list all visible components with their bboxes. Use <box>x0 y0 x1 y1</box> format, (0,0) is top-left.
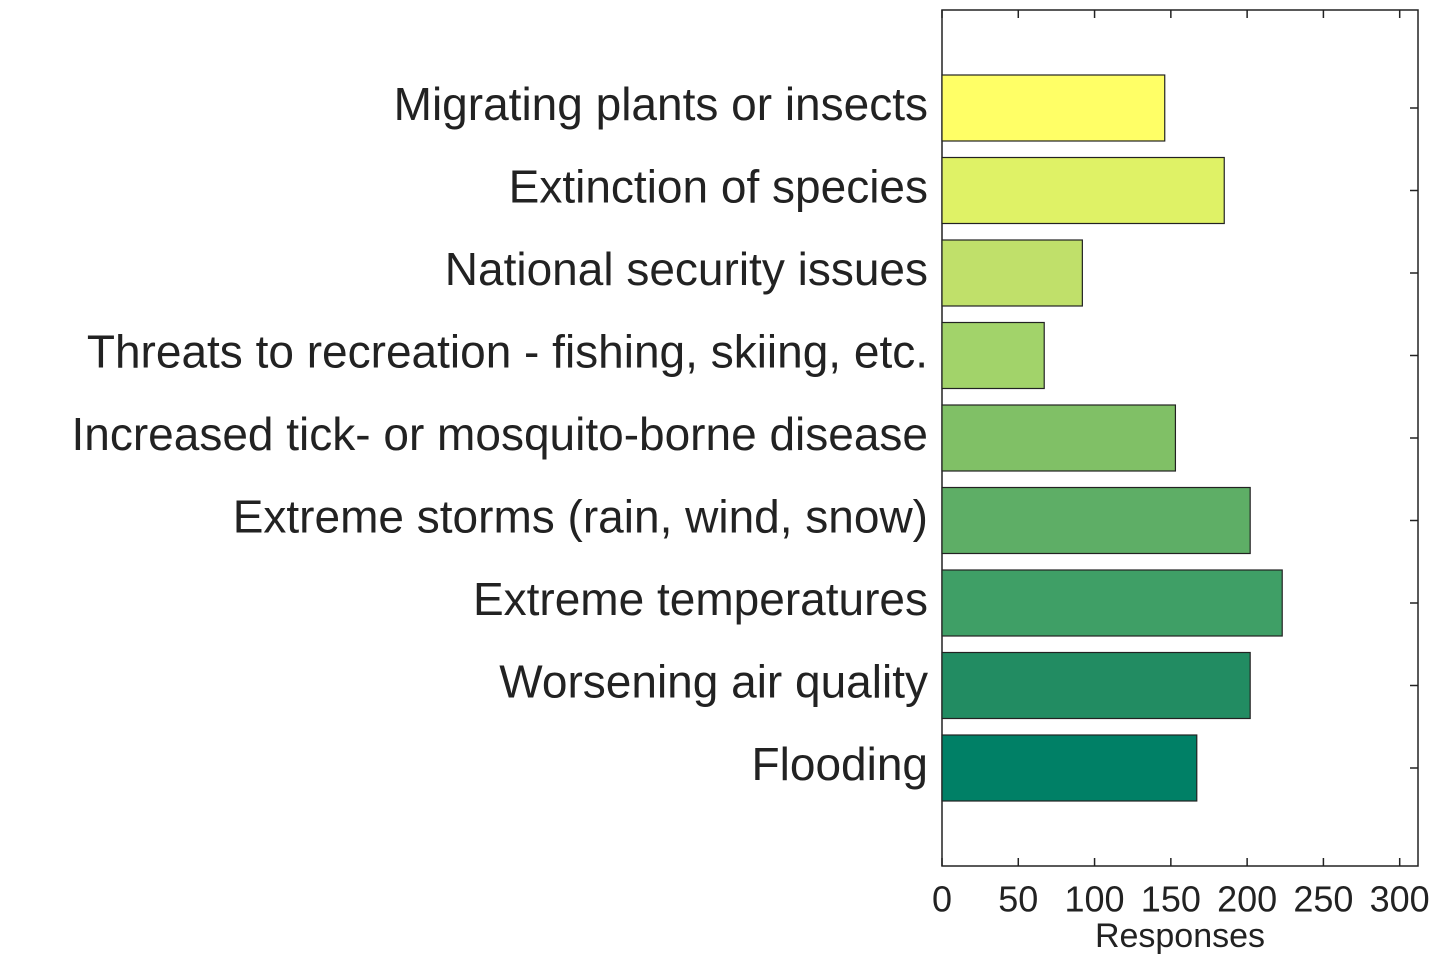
y-tick-label: Extreme temperatures <box>473 573 928 625</box>
bar <box>941 569 1283 637</box>
y-tick-label: Flooding <box>752 738 928 790</box>
bar <box>941 239 1083 307</box>
x-tick-label: 0 <box>932 879 952 920</box>
bar <box>941 321 1045 390</box>
x-tick-label: 250 <box>1293 879 1353 920</box>
bar <box>941 404 1177 472</box>
x-axis-label: Responses <box>1095 917 1265 955</box>
x-tick-label: 100 <box>1065 879 1125 920</box>
y-tick-label: Extreme storms (rain, wind, snow) <box>233 491 928 543</box>
y-tick-label: Threats to recreation - fishing, skiing,… <box>87 326 928 378</box>
y-tick-label: Migrating plants or insects <box>394 78 928 130</box>
bar <box>941 486 1251 555</box>
x-tick-label: 50 <box>998 879 1038 920</box>
bar <box>941 651 1251 720</box>
x-tick-label: 200 <box>1217 879 1277 920</box>
x-tick-label: 300 <box>1370 879 1430 920</box>
x-tick-label: 150 <box>1141 879 1201 920</box>
bar <box>941 74 1166 142</box>
bar <box>941 156 1225 225</box>
bar <box>941 734 1198 802</box>
y-tick-label: Worsening air quality <box>499 656 928 708</box>
y-tick-label: Increased tick- or mosquito-borne diseas… <box>71 408 928 460</box>
y-tick-label: Extinction of species <box>509 161 928 213</box>
y-tick-label: National security issues <box>445 243 928 295</box>
